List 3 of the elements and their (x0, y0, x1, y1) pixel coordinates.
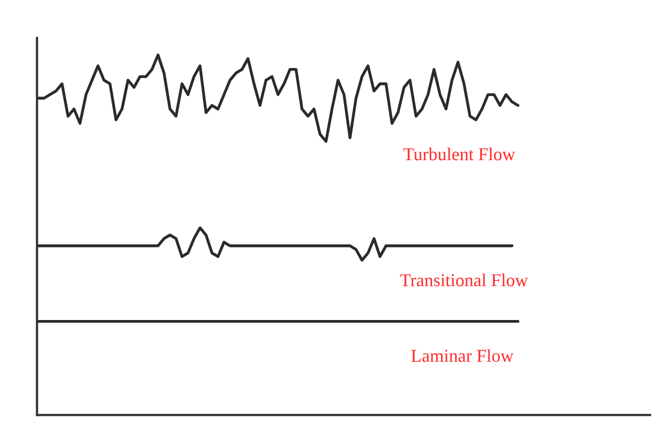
series-label: Laminar Flow (411, 349, 514, 362)
series-label: Turbulent Flow (403, 148, 516, 160)
series-label: Transitional Flow (400, 274, 528, 286)
